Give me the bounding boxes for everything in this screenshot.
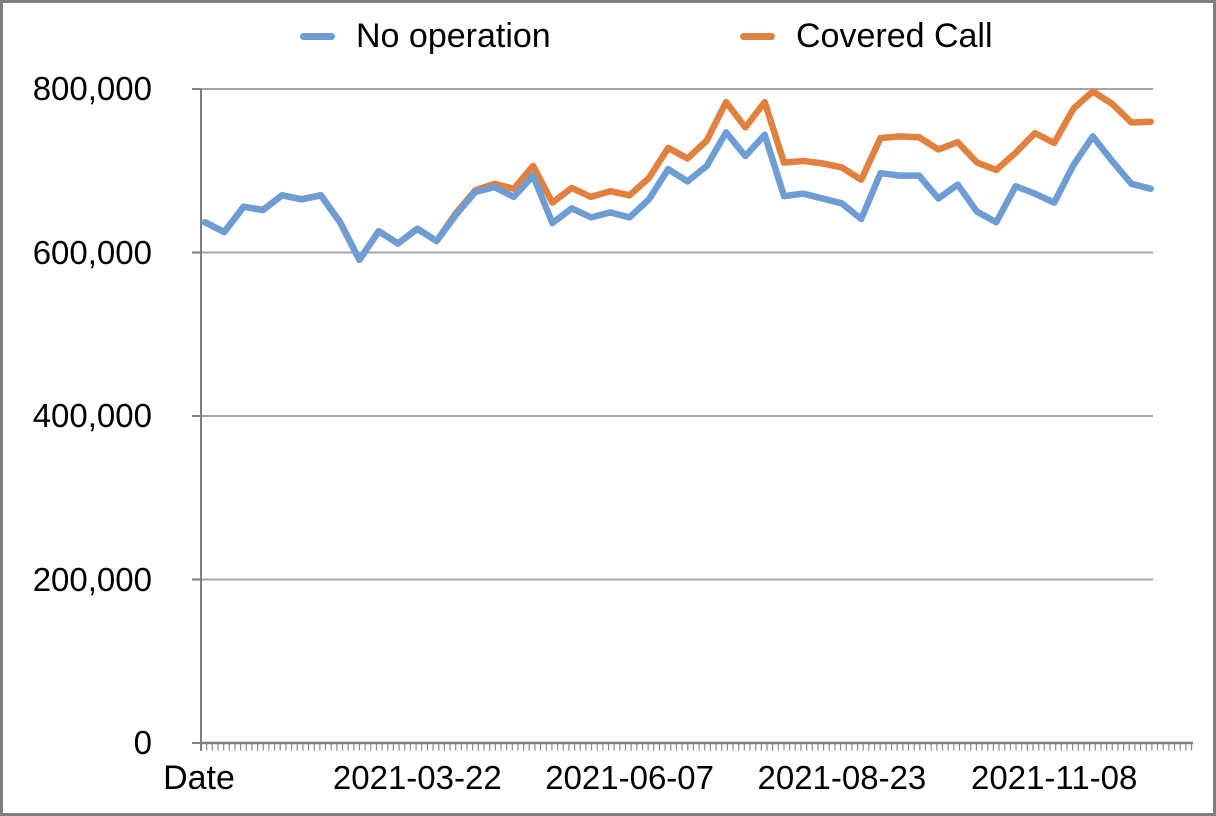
- y-tick-label: 200,000: [32, 560, 152, 598]
- x-tick-label: 2021-03-22: [332, 759, 502, 796]
- x-axis-title: Date: [163, 759, 235, 797]
- x-tick-label: 2021-06-07: [545, 759, 714, 796]
- plot-area: [192, 88, 1193, 751]
- legend-item-covered-call: Covered Call: [740, 13, 993, 59]
- no-operation-line-dash-icon: [300, 32, 335, 40]
- covered-call-line-dash-icon: [740, 32, 775, 40]
- x-tick-label: 2021-11-08: [971, 759, 1138, 796]
- y-tick-label: 800,000: [32, 70, 152, 107]
- y-tick-label: 400,000: [32, 397, 152, 434]
- no-operation-line: [201, 129, 1154, 264]
- y-tick-label: 0: [133, 724, 152, 761]
- legend-item-no-operation: No operation: [300, 13, 551, 59]
- x-tick-label: 2021-08-23: [757, 759, 927, 796]
- y-tick-label: 600,000: [32, 233, 152, 271]
- legend-label-covered-call: Covered Call: [796, 17, 993, 55]
- legend-label-no-operation: No operation: [356, 17, 551, 55]
